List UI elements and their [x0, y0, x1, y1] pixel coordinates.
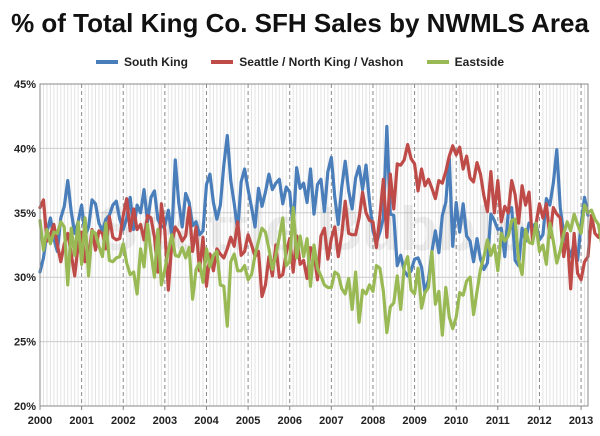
x-tick-label: 2009 — [402, 415, 426, 427]
y-tick-label: 30% — [14, 272, 36, 284]
x-tick-label: 2003 — [153, 415, 177, 427]
x-tick-label: 2001 — [69, 415, 93, 427]
legend-entry-seattle: Seattle / North King / Vashon — [211, 55, 403, 69]
legend-label-seattle: Seattle / North King / Vashon — [239, 54, 404, 69]
legend: South King Seattle / North King / Vashon… — [0, 54, 600, 69]
plot-border — [39, 83, 589, 407]
series-lines — [38, 124, 600, 337]
legend-swatch-eastside — [426, 59, 449, 64]
x-tick-label: 2008 — [361, 415, 385, 427]
legend-swatch-seattle — [211, 59, 234, 64]
series-line-2 — [38, 203, 600, 337]
legend-entry-eastside: Eastside — [426, 54, 505, 69]
x-tick-label: 2002 — [111, 415, 135, 427]
y-tick-label: 25% — [14, 337, 36, 349]
series-line-0 — [38, 124, 590, 295]
x-tick-label: 2006 — [277, 415, 301, 427]
chart-title: % of Total King Co. SFH Sales by NWMLS A… — [11, 8, 589, 38]
y-tick-label: 35% — [14, 208, 36, 220]
x-tick-label: 2005 — [236, 415, 260, 427]
y-tick-label: 40% — [14, 143, 36, 155]
x-tick-label: 2012 — [527, 415, 551, 427]
series-line-1 — [38, 142, 600, 299]
x-tick-label: 2013 — [569, 415, 593, 427]
legend-entry-south-king: South King — [95, 54, 188, 69]
x-tick-label: 2011 — [486, 415, 510, 427]
legend-label-eastside: Eastside — [454, 54, 505, 69]
x-tick-label: 2010 — [444, 415, 468, 427]
legend-swatch-south-king — [95, 59, 118, 64]
x-tick-label: 2000 — [28, 415, 52, 427]
x-tick-label: 2004 — [194, 415, 219, 427]
axes: 20% 25% 30% 35% 40% 45% 2000 2001 2002 2003 2004 20… — [14, 79, 593, 427]
x-tick-label: 2007 — [319, 415, 343, 427]
legend-label-south-king: South King — [123, 54, 188, 69]
y-tick-label: 20% — [14, 401, 36, 413]
y-tick-label: 45% — [14, 79, 36, 91]
